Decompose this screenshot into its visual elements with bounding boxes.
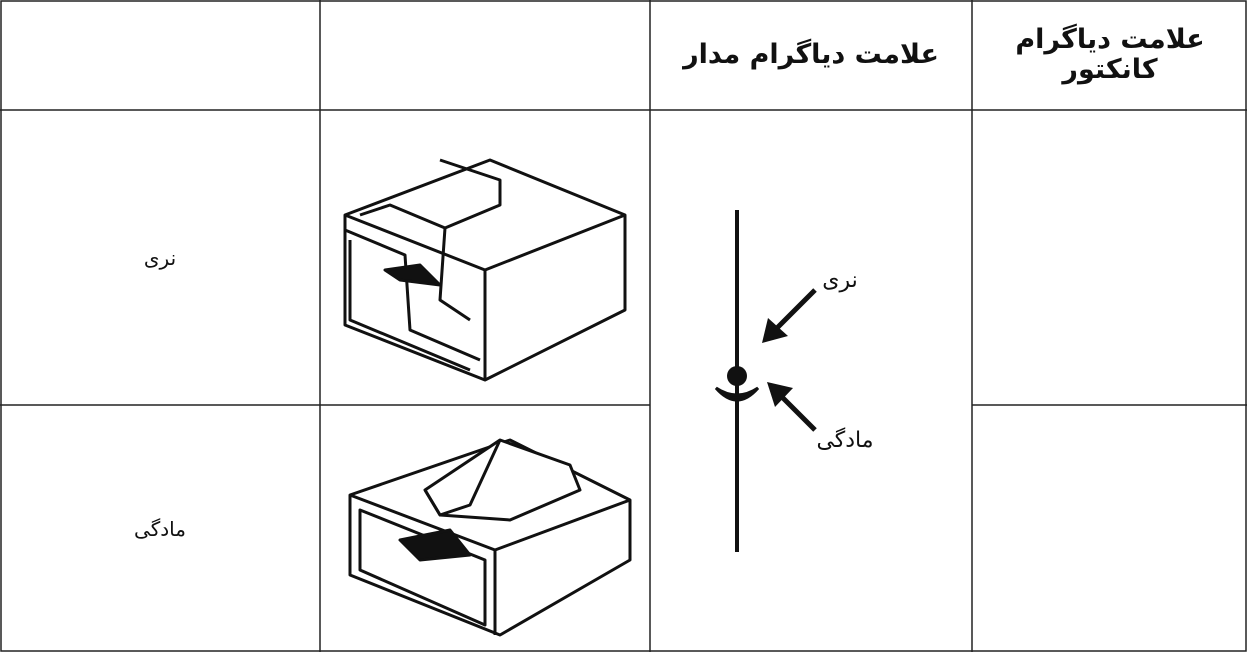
header-cell: علامت دیاگرام مدار xyxy=(683,39,939,70)
male-connector-drawing xyxy=(343,158,627,382)
circuit-symbol xyxy=(714,210,817,552)
diagram-label: مادگی xyxy=(816,427,874,453)
row-label: نری xyxy=(143,245,177,270)
diagram-label: نری xyxy=(822,267,858,293)
row-label: مادگی xyxy=(134,516,186,541)
header-cell: علامت دیاگرام کانکتور xyxy=(1015,24,1205,85)
female-connector-drawing xyxy=(348,438,632,637)
